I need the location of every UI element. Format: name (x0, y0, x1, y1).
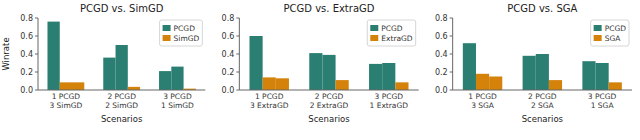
bar (596, 63, 609, 90)
x-tick-label: 1 PCGD3 ExtraGD (250, 92, 289, 110)
x-tick-label-line: 1 SimGD (161, 101, 194, 110)
bar (489, 77, 502, 91)
y-tick-label: 0.4 (222, 50, 235, 59)
title: PCGD vs. SGA (507, 3, 577, 14)
legend-swatch (370, 25, 378, 31)
panel: 0.0 0.2 0.4 0.6 0.8 1 PCGD3 ExtraGD 2 PCGD2 Ex… (222, 3, 419, 124)
y-tick-label: 0.6 (435, 32, 448, 41)
bar (159, 71, 171, 90)
bar (536, 54, 549, 90)
legend-swatch (163, 25, 171, 31)
legend-swatch (594, 25, 602, 31)
y-tick-label: 0.6 (222, 32, 235, 41)
x-axis (38, 90, 205, 91)
bar (582, 61, 595, 90)
y-tick-label: 0.8 (222, 14, 235, 23)
y-tick-label: 0.0 (222, 86, 235, 95)
x-tick-label: 3 PCGD1 SimGD (161, 92, 194, 110)
y-tick-label: 0.2 (435, 68, 448, 77)
bars (463, 43, 622, 90)
legend-swatch (370, 35, 378, 41)
x-axis-label: Scenarios (308, 114, 350, 124)
y-tick-label: 0.4 (435, 50, 448, 59)
legend-label: PCGD (174, 24, 196, 33)
x-tick-label-line: 2 ExtraGD (310, 101, 349, 110)
bar (116, 45, 128, 90)
x-axis-label: Scenarios (522, 114, 564, 124)
x-axis (239, 90, 418, 91)
x-tick-label: 2 PCGD2 ExtraGD (310, 92, 349, 110)
bar (263, 77, 276, 90)
x-tick-label-line: 3 SGA (471, 101, 495, 110)
bar (382, 63, 395, 90)
page: {"chart_data": [ {"type": "bar", "title"… (0, 0, 640, 140)
bars (47, 22, 195, 90)
x-tick-label: 2 PCGD2 SGA (528, 92, 557, 110)
x-tick-label-line: 1 ExtraGD (370, 101, 409, 110)
x-tick-label: 3 PCGD1 SGA (588, 92, 617, 110)
title: PCGD vs. SimGD (80, 3, 164, 14)
y-axis-label: Winrate (1, 37, 11, 70)
y-axis (38, 18, 39, 90)
y-axis (239, 18, 240, 90)
y-tick-label: 0.6 (20, 32, 33, 41)
y-tick-label: 0.2 (20, 68, 33, 77)
legend-box (591, 20, 629, 46)
title: PCGD vs. ExtraGD (284, 3, 375, 14)
legend-label: PCGD (381, 24, 403, 33)
legend: PCGDExtraGD (367, 20, 415, 46)
bar (523, 56, 536, 90)
x-tick-label: 1 PCGD3 SGA (468, 92, 497, 110)
bar (276, 78, 289, 90)
panel: 0.0 0.2 0.4 0.6 0.8 1 PCGD3 SGA 2 PCGD2 SGA 3 P… (435, 3, 632, 124)
x-tick-label-line: 1 SGA (591, 101, 615, 110)
x-tick-label-line: 3 ExtraGD (250, 101, 289, 110)
y-axis (452, 18, 453, 90)
chart: 0.0 0.2 0.4 0.6 0.8 1 PCGD3 SimGD 2 PCGD2 SimG… (0, 0, 640, 140)
x-axis (453, 90, 632, 91)
bar (369, 64, 382, 90)
x-tick-label-line: 2 SimGD (105, 101, 138, 110)
x-tick-label-line: 2 SGA (531, 101, 555, 110)
bar (476, 74, 489, 90)
legend-box (367, 20, 415, 46)
bar (322, 55, 335, 90)
bar (103, 58, 115, 90)
y-tick-label: 0.8 (435, 14, 448, 23)
legend-label: PCGD (605, 24, 627, 33)
y-tick-label: 0.4 (20, 50, 33, 59)
x-tick-label: 2 PCGD2 SimGD (105, 92, 138, 110)
legend-label: ExtraGD (381, 34, 413, 43)
bar (309, 53, 322, 90)
bar (336, 80, 349, 90)
legend-label: SGA (605, 34, 622, 43)
x-tick-label: 3 PCGD1 ExtraGD (370, 92, 409, 110)
bar (72, 82, 84, 90)
bar (171, 67, 183, 90)
x-tick-label: 1 PCGD3 SimGD (49, 92, 82, 110)
legend: PCGDSGA (591, 20, 629, 46)
legend-swatch (163, 35, 171, 41)
legend-swatch (594, 35, 602, 41)
x-axis-label: Scenarios (101, 114, 143, 124)
x-tick-label-line: 3 SimGD (49, 101, 82, 110)
panel: 0.0 0.2 0.4 0.6 0.8 1 PCGD3 SimGD 2 PCGD2 SimG… (1, 3, 205, 124)
bar (60, 82, 72, 90)
bar (463, 43, 476, 90)
y-tick-label: 0.0 (435, 86, 448, 95)
bar (47, 22, 59, 90)
legend-box (160, 20, 203, 46)
legend-label: SimGD (174, 34, 200, 43)
bar (395, 82, 408, 90)
bar (609, 82, 622, 90)
bar (549, 80, 562, 90)
legend: PCGDSimGD (160, 20, 203, 46)
y-tick-label: 0.8 (20, 14, 33, 23)
y-tick-label: 0.2 (222, 68, 235, 77)
y-tick-label: 0.0 (20, 86, 33, 95)
bar (249, 36, 262, 90)
